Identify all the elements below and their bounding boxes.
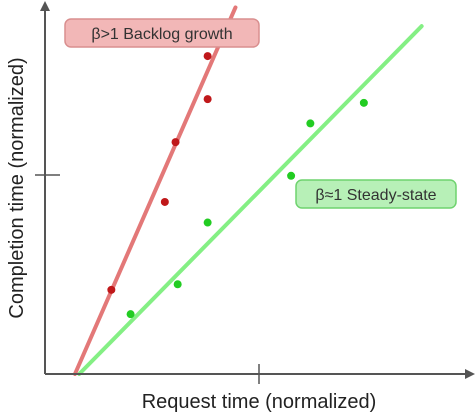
series-label-2: β≈1 Steady-state [295,179,457,209]
fit-line-series-2 [77,24,424,376]
data-point-series-2-3 [203,218,212,227]
data-point-series-2-5 [306,119,315,128]
fit-line-series-1 [72,5,238,376]
x-axis-title: Request time (normalized) [142,391,377,413]
series-label-text-2: β≈1 Steady-state [315,187,436,204]
series-label-1: β>1 Backlog growth [64,18,260,48]
data-point-series-1-1 [107,285,116,294]
data-point-series-2-4 [287,171,296,180]
data-point-series-2-2 [173,280,182,289]
series-label-box-1 [64,18,260,48]
data-point-series-1-4 [203,95,212,104]
data-point-series-1-5 [203,52,212,61]
data-point-series-2-1 [126,310,135,319]
data-point-series-1-2 [160,197,169,206]
data-point-series-1-3 [171,138,180,147]
data-point-series-2-6 [359,98,368,107]
series-label-text-1: β>1 Backlog growth [91,26,232,43]
y-axis-title: Completion time (normalized) [6,57,28,318]
series-label-box-2 [295,179,457,209]
